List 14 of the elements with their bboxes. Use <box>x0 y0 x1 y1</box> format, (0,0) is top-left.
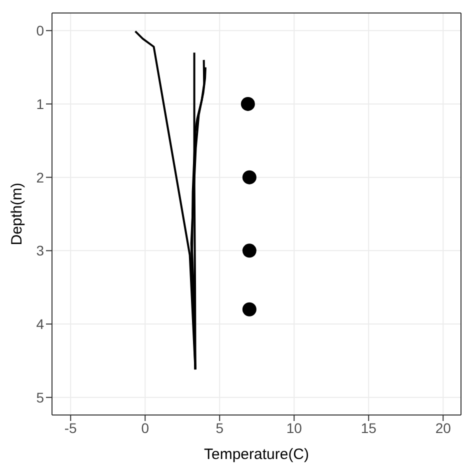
x-axis-title: Temperature(C) <box>204 446 310 463</box>
y-tick-label: 5 <box>36 389 44 406</box>
x-tick-label: 0 <box>141 420 150 436</box>
x-tick-label: 5 <box>216 420 224 436</box>
y-tick-label: 4 <box>36 316 44 332</box>
y-tick-label: 1 <box>36 96 44 112</box>
y-tick-label: 0 <box>36 22 44 39</box>
x-tick-label: 10 <box>286 420 302 436</box>
y-tick-label: 2 <box>36 169 44 186</box>
x-tick-label: 15 <box>360 420 377 436</box>
x-tick-label: -5 <box>64 420 78 436</box>
y-tick-label: 3 <box>36 242 44 259</box>
y-axis-title: Depth(m) <box>8 182 26 246</box>
x-tick-label: 20 <box>435 420 452 436</box>
